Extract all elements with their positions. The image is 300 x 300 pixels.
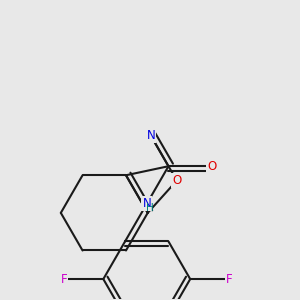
Text: F: F xyxy=(61,273,68,286)
Text: O: O xyxy=(207,160,217,173)
Text: N: N xyxy=(146,129,155,142)
Text: F: F xyxy=(226,273,232,286)
Text: H: H xyxy=(146,203,154,213)
Text: O: O xyxy=(172,174,182,187)
Text: N: N xyxy=(142,197,151,210)
